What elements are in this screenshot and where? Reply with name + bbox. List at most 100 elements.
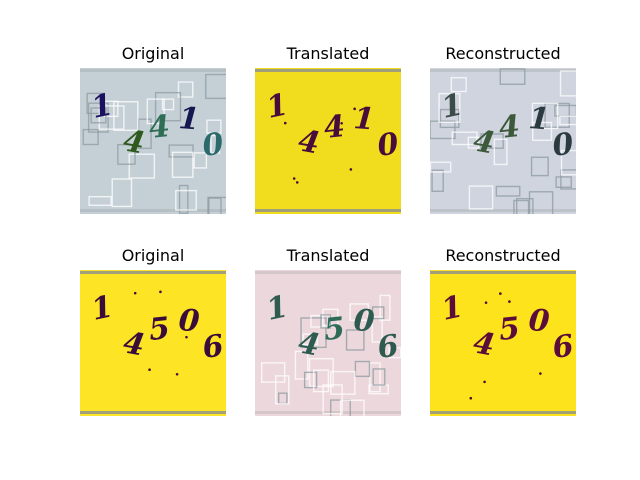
noise-box <box>161 98 175 111</box>
noise-speck <box>539 372 542 375</box>
noise-box <box>513 199 530 214</box>
noise-box <box>372 368 386 386</box>
captcha-digit: 0 <box>527 303 550 339</box>
noise-box <box>261 362 286 383</box>
panel-title-r1-c1: Original <box>121 44 185 63</box>
captcha-digit: 4 <box>147 109 171 146</box>
noise-box <box>467 136 480 149</box>
noise-box <box>193 152 208 169</box>
noise-box <box>560 149 576 176</box>
noise-box <box>388 347 401 359</box>
noise-box <box>555 176 572 188</box>
noise-box <box>154 91 182 122</box>
captcha-digit: 0 <box>352 303 375 339</box>
noise-speck <box>349 168 353 171</box>
noise-box <box>171 151 194 178</box>
noise-box <box>294 350 309 380</box>
captcha-digit: 4 <box>497 109 521 146</box>
edge-strip <box>430 69 576 72</box>
noise-box <box>430 161 452 173</box>
noise-box <box>137 118 152 150</box>
noise-box <box>82 128 99 146</box>
edge-strip <box>430 209 576 212</box>
image-background <box>80 270 226 416</box>
noise-box <box>320 314 332 329</box>
noise-box <box>168 144 194 158</box>
noise-box <box>379 294 391 321</box>
noise-box <box>530 156 549 177</box>
noise-box <box>206 119 222 134</box>
noise-box <box>302 333 318 346</box>
captcha-digit: 6 <box>200 328 226 366</box>
noise-box <box>303 371 318 389</box>
noise-box <box>369 362 381 393</box>
noise-box <box>111 178 133 208</box>
noise-speck <box>185 335 188 339</box>
captcha-digit: 1 <box>177 101 200 137</box>
captcha-digit: 5 <box>147 311 171 348</box>
noise-box <box>438 92 461 123</box>
noise-speck <box>483 380 486 384</box>
noise-box <box>450 76 467 93</box>
noise-box <box>531 102 559 130</box>
noise-speck <box>295 181 299 184</box>
noise-box <box>207 196 226 214</box>
noise-speck <box>159 290 162 294</box>
noise-speck <box>469 396 473 400</box>
noise-box <box>87 102 109 133</box>
noise-box <box>339 399 365 416</box>
panel-title-r1-c3: Reconstructed <box>445 44 561 63</box>
noise-box <box>468 185 494 210</box>
noise-box <box>128 153 156 179</box>
edge-strip <box>255 271 401 274</box>
noise-box <box>354 360 371 378</box>
edge-strip <box>430 411 576 414</box>
noise-speck <box>484 301 488 304</box>
edge-strip <box>80 271 226 274</box>
captcha-image: 14 4 10 <box>255 68 401 214</box>
noise-box <box>177 81 194 98</box>
image-background <box>430 270 576 416</box>
noise-box <box>274 375 290 405</box>
captcha-digit: 1 <box>527 101 550 137</box>
captcha-digit: 4 <box>322 109 346 146</box>
noise-box <box>322 384 343 415</box>
noise-box <box>528 191 554 214</box>
captcha-digit: 0 <box>375 126 401 164</box>
noise-speck <box>283 121 287 125</box>
noise-box <box>515 197 534 214</box>
noise-box <box>439 108 460 129</box>
noise-box <box>117 143 136 165</box>
panel-title-r2-c3: Reconstructed <box>445 246 561 265</box>
captcha-digit: 5 <box>322 311 346 348</box>
noise-speck <box>508 300 511 303</box>
noise-box <box>349 303 369 321</box>
noise-speck <box>353 107 356 111</box>
noise-speck <box>148 368 151 372</box>
noise-box <box>210 134 221 154</box>
noise-box <box>300 317 327 349</box>
edge-strip <box>80 411 226 414</box>
noise-box <box>90 107 107 124</box>
noise-box <box>559 115 576 126</box>
noise-box <box>313 369 330 393</box>
panel-title-r2-c1: Original <box>121 246 185 265</box>
noise-box <box>559 70 576 97</box>
noise-box <box>345 329 365 351</box>
captcha-digit: 0 <box>550 126 576 164</box>
noise-box <box>208 197 222 214</box>
captcha-image: 14 5 06 <box>255 270 401 416</box>
noise-box <box>499 68 526 85</box>
noise-box <box>205 73 226 100</box>
noise-speck <box>340 121 343 125</box>
noise-box <box>98 105 125 130</box>
edge-strip <box>80 209 226 212</box>
edge-strip <box>255 411 401 414</box>
edge-strip <box>255 209 401 212</box>
noise-box <box>104 100 119 118</box>
captcha-digit: 6 <box>375 328 401 366</box>
edge-strip <box>430 271 576 274</box>
